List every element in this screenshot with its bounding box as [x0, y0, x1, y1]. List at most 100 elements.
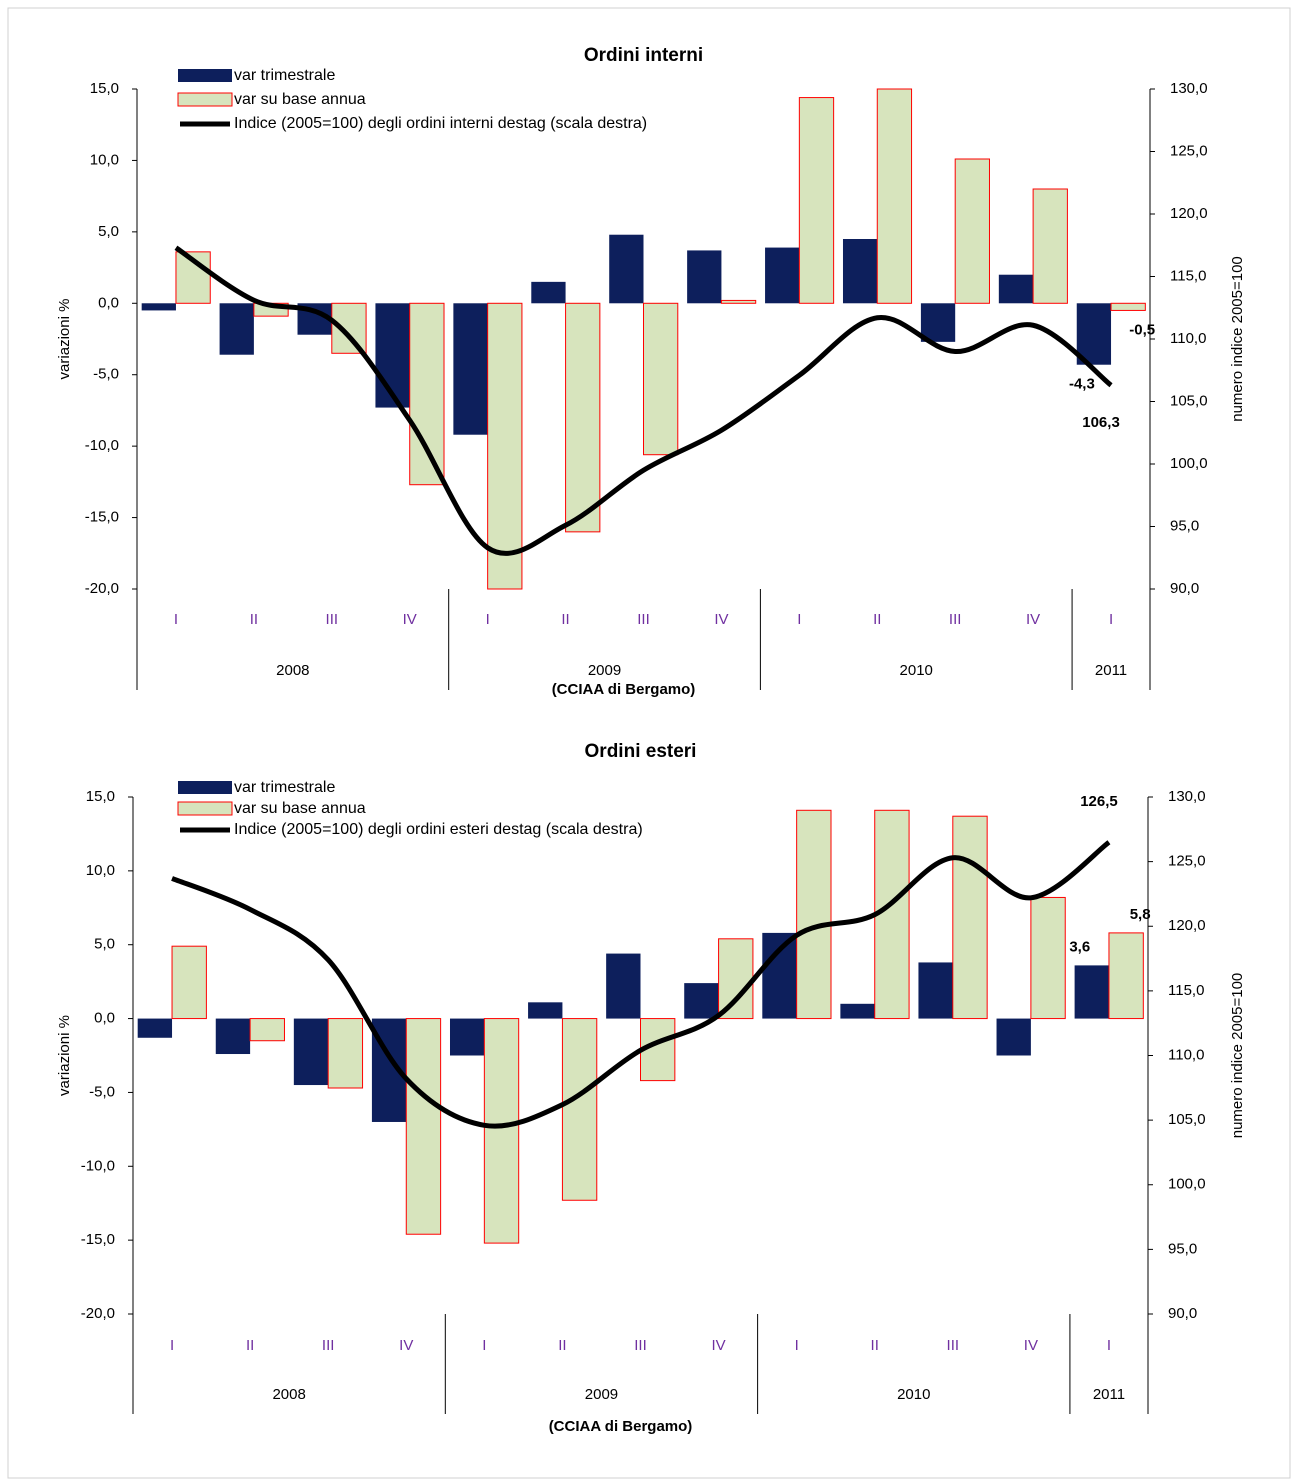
y-axis-label: variazioni % [56, 1015, 73, 1096]
x-tick-label: I [174, 611, 178, 628]
y-tick-label: -15,0 [85, 509, 119, 526]
data-label: 126,5 [1080, 793, 1118, 810]
x-tick-label: I [482, 1337, 486, 1354]
y2-tick-label: 95,0 [1170, 517, 1199, 534]
x-tick-label: III [326, 611, 339, 628]
x-tick-label: IV [1026, 611, 1040, 628]
bar [137, 1018, 173, 1038]
x-tick-label: II [250, 611, 258, 628]
y-tick-label: 10,0 [86, 862, 115, 879]
legend-label: var trimestrale [234, 779, 335, 796]
bar [643, 302, 679, 456]
y-tick-label: -10,0 [85, 437, 119, 454]
bar [531, 281, 566, 304]
bar [876, 88, 913, 304]
bar [842, 239, 878, 304]
bar [409, 302, 445, 486]
bar [952, 815, 988, 1020]
bar [609, 234, 644, 304]
y-tick-label: -10,0 [81, 1157, 115, 1174]
y2-tick-label: 115,0 [1170, 267, 1206, 284]
bar [449, 1018, 485, 1056]
y-tick-label: -5,0 [89, 1083, 115, 1100]
bar [565, 302, 601, 533]
bar [796, 809, 832, 1020]
x-tick-label: IV [711, 1337, 725, 1354]
bar [171, 945, 207, 1020]
bar [918, 962, 953, 1019]
x-tick-label: I [1109, 611, 1113, 628]
x-tick-label: III [322, 1337, 335, 1354]
group-label: 2008 [272, 1386, 305, 1403]
y2-tick-label: 95,0 [1168, 1240, 1197, 1257]
bar [874, 809, 910, 1020]
y2-tick-label: 90,0 [1168, 1305, 1197, 1322]
data-label: 5,8 [1130, 906, 1151, 923]
x-tick-label: I [797, 611, 801, 628]
y-tick-label: -20,0 [81, 1305, 115, 1322]
y-tick-label: -20,0 [85, 580, 119, 597]
y2-axis-label: numero indice 2005=100 [1229, 973, 1246, 1139]
x-tick-label: III [947, 1337, 960, 1354]
bar [687, 250, 722, 304]
y-tick-label: 0,0 [98, 294, 119, 311]
y2-tick-label: 105,0 [1168, 1111, 1206, 1128]
x-tick-label: I [170, 1337, 174, 1354]
bar [528, 1002, 563, 1019]
bar [762, 932, 797, 1019]
x-tick-label: IV [399, 1337, 413, 1354]
bar [327, 1018, 364, 1089]
group-label: 2010 [897, 1386, 930, 1403]
data-label: -4,3 [1069, 376, 1095, 393]
y-tick-label: 15,0 [86, 788, 115, 805]
bar [375, 303, 410, 408]
y2-tick-label: 120,0 [1170, 205, 1208, 222]
x-tick-label: II [871, 1337, 879, 1354]
bar [1074, 965, 1109, 1019]
x-tick-label: I [486, 611, 490, 628]
x-tick-label: II [561, 611, 569, 628]
bar [219, 303, 254, 355]
bar [720, 299, 757, 304]
x-tick-label: I [795, 1337, 799, 1354]
bar [765, 247, 800, 304]
y-tick-label: -5,0 [93, 366, 119, 383]
x-tick-label: II [246, 1337, 254, 1354]
y-tick-label: 5,0 [94, 936, 115, 953]
bar [998, 274, 1034, 304]
bar [684, 983, 719, 1019]
bar [606, 953, 641, 1019]
x-tick-label: IV [1024, 1337, 1038, 1354]
bar [215, 1018, 251, 1055]
y-axis-label: variazioni % [56, 299, 73, 380]
bar [840, 1003, 875, 1019]
x-tick-label: II [873, 611, 881, 628]
y2-tick-label: 110,0 [1168, 1046, 1204, 1063]
bar [996, 1018, 1031, 1056]
group-label: 2010 [900, 662, 933, 679]
y2-tick-label: 115,0 [1168, 982, 1204, 999]
legend-swatch [178, 69, 232, 82]
bar [293, 1018, 329, 1086]
bar [1110, 302, 1146, 311]
x-tick-label: III [634, 1337, 647, 1354]
x-tick-label: IV [714, 611, 728, 628]
group-label: 2009 [588, 662, 621, 679]
data-label: 106,3 [1082, 414, 1120, 431]
bar [920, 303, 956, 342]
y-tick-label: 10,0 [90, 151, 119, 168]
legend-label: var trimestrale [234, 67, 335, 84]
y2-tick-label: 125,0 [1168, 853, 1206, 870]
x-tick-label: IV [403, 611, 417, 628]
index-line [171, 840, 1111, 1129]
y2-tick-label: 90,0 [1170, 580, 1199, 597]
bar [483, 1018, 520, 1244]
group-label: 2009 [585, 1386, 618, 1403]
y2-tick-label: 125,0 [1170, 142, 1208, 159]
bar [1076, 303, 1112, 365]
x-tick-label: III [637, 611, 650, 628]
legend-label: var su base annua [234, 800, 366, 817]
legend-swatch [177, 92, 233, 107]
x-tick-label: II [558, 1337, 566, 1354]
